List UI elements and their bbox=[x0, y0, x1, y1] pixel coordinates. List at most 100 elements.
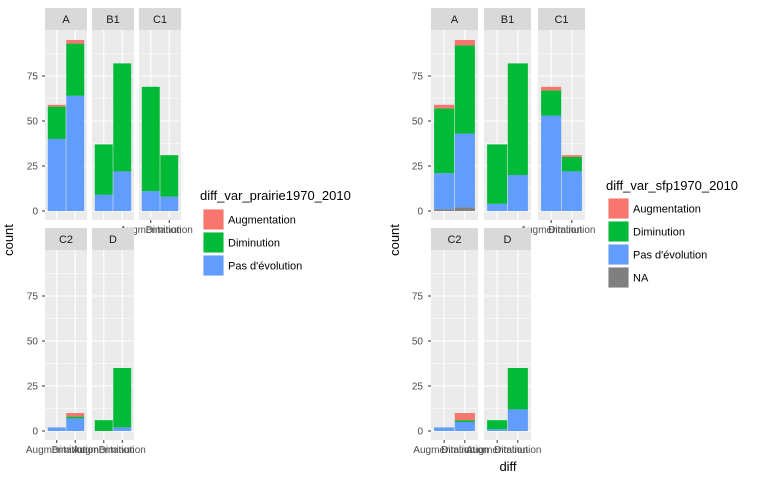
y-tick-label: 25 bbox=[27, 382, 39, 393]
legend-swatch bbox=[203, 209, 224, 230]
bar-segment bbox=[454, 40, 475, 46]
y-tick-label: 50 bbox=[412, 337, 424, 348]
legend-label: NA bbox=[633, 273, 649, 285]
x-tick-label: Diminution bbox=[548, 225, 595, 236]
y-tick-label: 0 bbox=[417, 427, 423, 438]
facet-label: B1 bbox=[106, 14, 119, 26]
facet-label: D bbox=[109, 234, 117, 246]
bar-segment bbox=[434, 209, 455, 211]
legend-label: Pas d'évolution bbox=[228, 261, 302, 273]
x-tick-label: Augmentation bbox=[120, 225, 182, 236]
bar-segment bbox=[561, 155, 582, 157]
legend-title: diff_var_sfp1970_2010 bbox=[606, 178, 738, 193]
bar-segment bbox=[507, 409, 528, 431]
bar-segment bbox=[47, 104, 66, 107]
bar-segment bbox=[454, 422, 475, 431]
bar-segment bbox=[66, 416, 85, 419]
x-tick-label: Augmentation bbox=[413, 445, 475, 456]
facet-label: A bbox=[62, 14, 70, 26]
bar-segment bbox=[113, 368, 132, 428]
facet-label: B1 bbox=[501, 14, 514, 26]
panel-background bbox=[431, 250, 478, 440]
x-tick-label: Augmentation bbox=[73, 445, 135, 456]
bar-segment bbox=[454, 207, 475, 211]
legend-swatch bbox=[608, 244, 629, 265]
bar-segment bbox=[113, 427, 132, 431]
y-tick-label: 75 bbox=[27, 292, 39, 303]
y-tick-label: 50 bbox=[412, 117, 424, 128]
legend-label: Augmentation bbox=[228, 215, 296, 227]
x-tick-label: Diminution bbox=[441, 445, 488, 456]
x-tick-label: Augmentation bbox=[466, 445, 528, 456]
y-tick-label: 75 bbox=[412, 72, 424, 83]
bar-segment bbox=[487, 203, 508, 211]
bar-segment bbox=[541, 115, 562, 211]
legend-swatch bbox=[203, 255, 224, 276]
legend-label: Pas d'évolution bbox=[633, 250, 707, 262]
bar-segment bbox=[454, 413, 475, 421]
y-tick-label: 0 bbox=[417, 207, 423, 218]
bar-segment bbox=[507, 368, 528, 410]
bar-segment bbox=[66, 95, 85, 211]
bar-segment bbox=[487, 144, 508, 204]
y-axis-label: count bbox=[387, 224, 402, 256]
bar-segment bbox=[434, 173, 455, 210]
facet-label: D bbox=[504, 234, 512, 246]
x-tick-label: Augmentation bbox=[520, 225, 582, 236]
bar-segment bbox=[160, 196, 179, 211]
bar-segment bbox=[94, 194, 113, 211]
bar-segment bbox=[541, 86, 562, 91]
legend-title: diff_var_prairie1970_2010 bbox=[200, 188, 351, 203]
bar-segment bbox=[561, 157, 582, 172]
x-tick-label: Augmentation bbox=[26, 445, 88, 456]
facet-label: A bbox=[451, 14, 459, 26]
legend-swatch bbox=[608, 267, 629, 288]
x-tick-label: Diminution bbox=[52, 445, 99, 456]
y-tick-label: 25 bbox=[27, 162, 39, 173]
x-tick-label: Diminution bbox=[146, 225, 193, 236]
facet-strip bbox=[92, 228, 134, 250]
facet-label: C2 bbox=[447, 234, 461, 246]
bar-segment bbox=[47, 139, 66, 211]
x-tick-label: Diminution bbox=[494, 445, 541, 456]
x-tick-label: Diminution bbox=[99, 445, 146, 456]
bar-segment bbox=[66, 418, 85, 431]
y-tick-label: 75 bbox=[27, 72, 39, 83]
facet-strip bbox=[92, 8, 134, 30]
bar-segment bbox=[113, 171, 132, 211]
facet-strip bbox=[431, 228, 478, 250]
bar-segment bbox=[507, 175, 528, 211]
bar-segment bbox=[66, 43, 85, 96]
facet-strip bbox=[45, 8, 87, 30]
y-tick-label: 75 bbox=[412, 292, 424, 303]
y-tick-label: 25 bbox=[412, 162, 424, 173]
bar-segment bbox=[94, 420, 113, 431]
legend-swatch bbox=[608, 198, 629, 219]
bar-segment bbox=[160, 155, 179, 197]
y-tick-label: 0 bbox=[32, 207, 38, 218]
bar-segment bbox=[454, 45, 475, 134]
y-tick-label: 25 bbox=[412, 382, 424, 393]
bar-segment bbox=[487, 420, 508, 430]
legend-swatch bbox=[203, 232, 224, 253]
y-tick-label: 50 bbox=[27, 337, 39, 348]
y-tick-label: 50 bbox=[27, 117, 39, 128]
facet-strip bbox=[538, 8, 585, 30]
bar-segment bbox=[541, 90, 562, 116]
bar-segment bbox=[47, 427, 66, 431]
bar-segment bbox=[454, 420, 475, 422]
bar-segment bbox=[66, 413, 85, 417]
bar-segment bbox=[487, 429, 508, 431]
facet-strip bbox=[431, 8, 478, 30]
facet-label: C2 bbox=[59, 234, 73, 246]
bar-segment bbox=[94, 144, 113, 195]
legend-label: Augmentation bbox=[633, 204, 701, 216]
bar-segment bbox=[141, 191, 160, 211]
panel-background bbox=[45, 250, 87, 440]
bar-segment bbox=[454, 133, 475, 208]
y-tick-label: 0 bbox=[32, 427, 38, 438]
legend-swatch bbox=[608, 221, 629, 242]
bar-segment bbox=[141, 86, 160, 192]
